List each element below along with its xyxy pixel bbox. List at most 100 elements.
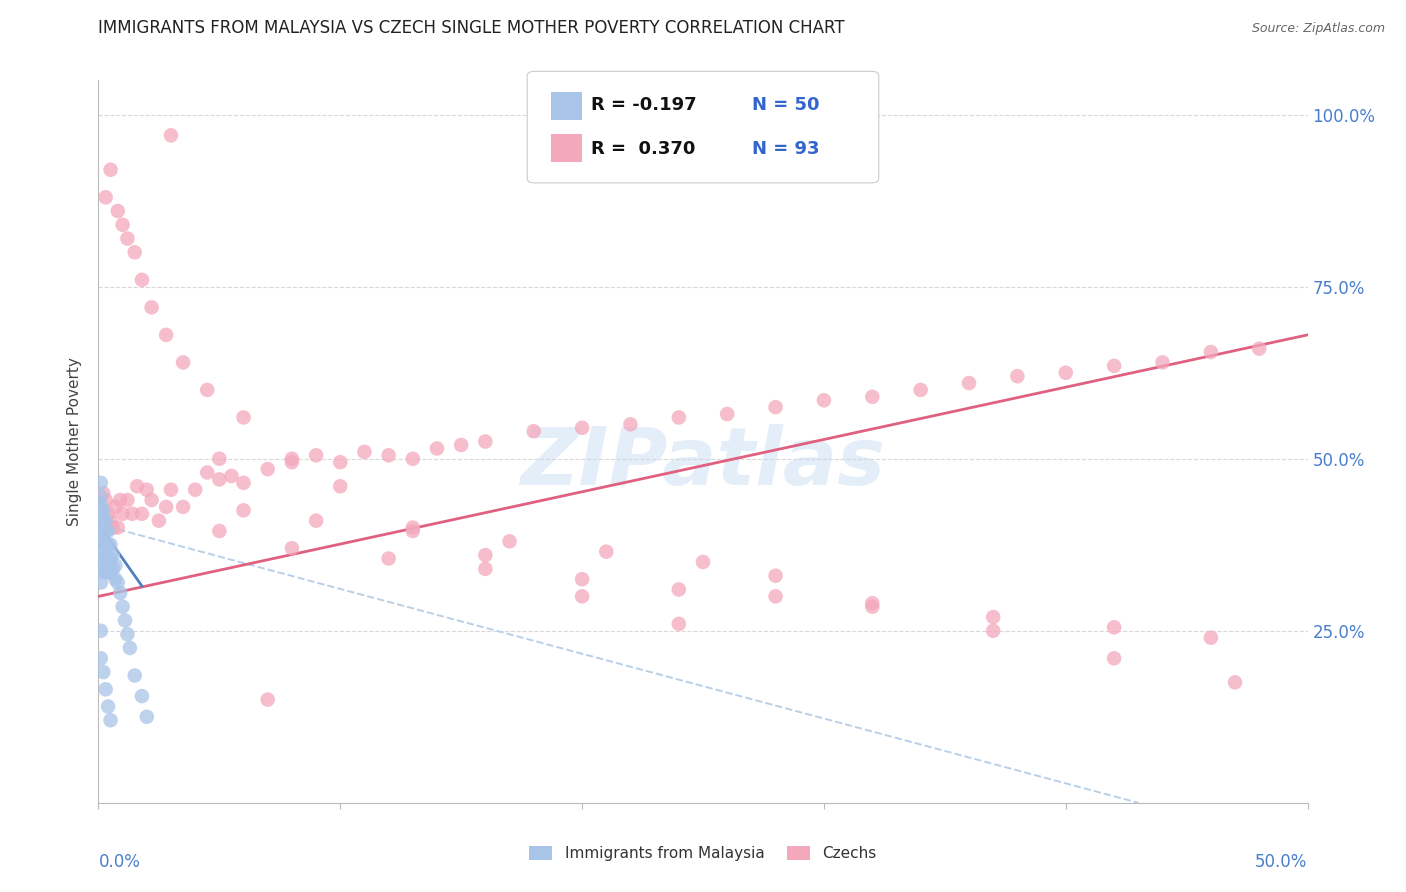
Point [329,455,352,469]
Point [90,475,112,490]
Point [90,500,112,514]
Point [114,614,136,628]
Point [107,520,129,534]
Point [498,534,520,549]
Point [668,410,690,425]
Point [90,562,112,576]
Text: N = 93: N = 93 [752,140,820,158]
Point [860,390,883,404]
Point [124,668,146,682]
Point [1007,369,1029,384]
Point [89,496,111,510]
Point [108,493,131,508]
Point [813,393,835,408]
Point [91,486,114,500]
Point [90,534,112,549]
Point [474,562,496,576]
Point [90,510,112,524]
Point [377,551,399,566]
Point [100,566,122,580]
Point [97,699,120,714]
Point [111,599,134,614]
Point [91,566,114,580]
Point [100,551,122,566]
Legend: Immigrants from Malaysia, Czechs: Immigrants from Malaysia, Czechs [523,839,883,867]
Point [232,410,254,425]
Point [94,524,117,538]
Text: R =  0.370: R = 0.370 [591,140,695,158]
Point [131,507,153,521]
Point [107,204,129,219]
Point [118,640,141,655]
Point [104,558,127,573]
Point [108,586,131,600]
Point [117,493,139,508]
Point [91,503,114,517]
Point [94,190,117,204]
Point [117,231,139,245]
Point [765,590,787,604]
Point [89,507,111,521]
Point [426,442,449,456]
Point [101,520,124,534]
Point [281,541,304,556]
Point [91,538,114,552]
Point [160,483,183,497]
Point [232,503,254,517]
Point [94,538,117,552]
Point [160,128,183,143]
Point [121,507,143,521]
Point [91,524,114,538]
Point [184,483,207,497]
Point [692,555,714,569]
Point [94,566,117,580]
Point [90,624,112,638]
Point [1199,631,1222,645]
Point [131,689,153,703]
Point [101,562,124,576]
Point [619,417,641,432]
Point [208,451,231,466]
Point [91,514,114,528]
Point [135,710,157,724]
Point [305,514,328,528]
Point [90,575,112,590]
Point [195,383,218,397]
Point [221,469,243,483]
Point [1102,651,1125,665]
Point [402,520,425,534]
Point [668,582,690,597]
Point [111,218,134,232]
Point [104,572,127,586]
Point [1152,355,1174,369]
Text: 50.0%: 50.0% [1256,854,1308,871]
Text: 0.0%: 0.0% [98,854,141,871]
Point [450,438,472,452]
Point [595,544,617,558]
Point [1102,359,1125,373]
Point [91,520,114,534]
Point [94,493,117,508]
Point [141,493,163,508]
Point [97,538,120,552]
Point [957,376,980,390]
Point [981,624,1004,638]
Point [91,665,114,679]
Point [1102,620,1125,634]
Point [305,448,328,462]
Point [100,538,122,552]
Point [97,524,120,538]
Y-axis label: Single Mother Poverty: Single Mother Poverty [67,357,83,526]
Point [90,548,112,562]
Point [131,273,153,287]
Point [94,514,117,528]
Point [208,524,231,538]
Point [90,524,112,538]
Text: Source: ZipAtlas.com: Source: ZipAtlas.com [1251,22,1385,36]
Point [281,451,304,466]
Point [353,445,375,459]
Point [124,245,146,260]
Point [195,466,218,480]
Point [155,327,177,342]
Point [155,500,177,514]
